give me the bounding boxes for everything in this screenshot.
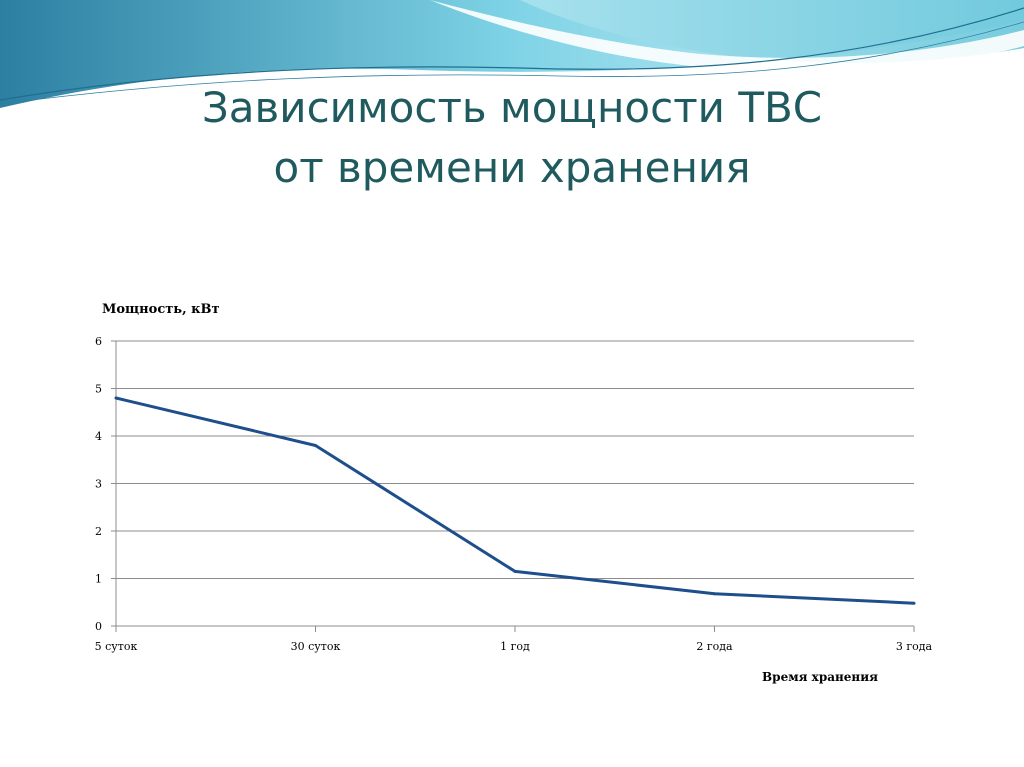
decorative-wave — [0, 0, 1024, 108]
x-tick-label: 2 года — [696, 640, 733, 653]
x-tick-label: 3 года — [896, 640, 933, 653]
data-point — [513, 569, 517, 573]
data-point — [314, 444, 317, 447]
data-point — [912, 601, 916, 605]
wave-line-2 — [0, 21, 1024, 105]
wave-line-1 — [0, 7, 1024, 101]
x-axis-label: Время хранения — [762, 670, 878, 684]
x-tick-label: 1 год — [500, 640, 530, 653]
data-point — [713, 592, 716, 596]
y-tick-label: 4 — [95, 430, 102, 443]
y-tick-label: 1 — [95, 573, 102, 586]
y-tick-label: 5 — [95, 383, 102, 396]
data-point — [114, 396, 118, 400]
y-tick-label: 3 — [95, 478, 102, 491]
y-tick-label: 0 — [95, 620, 102, 633]
slide-title: Зависимость мощности ТВС от времени хран… — [0, 78, 1024, 198]
x-tick-label: 5 суток — [95, 640, 138, 653]
y-tick-label: 2 — [95, 525, 102, 538]
wave-band-white — [430, 0, 1024, 72]
x-tick-label: 30 суток — [291, 640, 341, 653]
grid-layer — [116, 340, 914, 627]
slide-title-line-1: Зависимость мощности ТВС — [201, 83, 823, 132]
y-tick-label: 6 — [95, 335, 102, 348]
slide-title-line-2: от времени хранения — [273, 143, 751, 192]
axis-layer: 0 1 2 3 4 5 6 5 суток 30 суток 1 год 2 года 3 года — [95, 335, 933, 653]
y-axis-label: Мощность, кВт — [102, 302, 220, 317]
wave-band-right — [520, 0, 1024, 63]
series-layer — [114, 396, 916, 605]
